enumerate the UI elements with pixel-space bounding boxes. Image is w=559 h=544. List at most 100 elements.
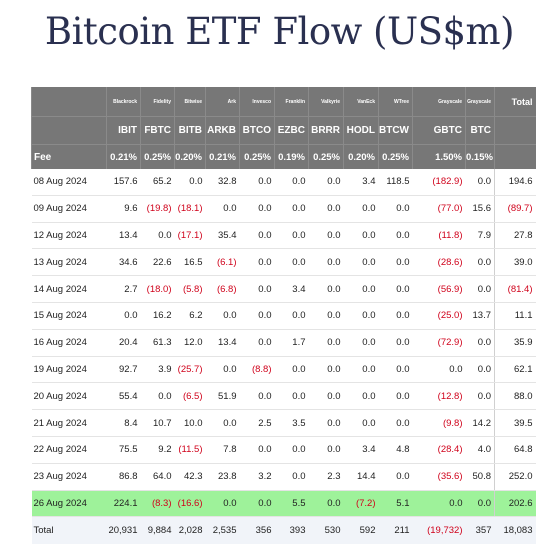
flow-value-cell: 51.9 [205,382,240,411]
flow-value-cell: 2.7 [106,275,141,303]
ticker-cell: GBTC [412,116,466,145]
flow-value-cell: 3.4 [343,169,379,196]
flow-value-cell: 7.9 [465,222,495,250]
ticker-cell: FBTC [140,116,175,145]
flow-value-cell: 34.6 [106,248,141,277]
flow-value-cell: 0.0 [343,382,379,411]
ticker-cell: BTC [465,116,495,145]
row-total-cell: 202.6 [494,490,536,518]
flow-value-cell: 20.4 [106,329,141,357]
flow-value-cell: 22.6 [140,248,175,277]
flow-value-cell: 15.6 [465,195,495,223]
flow-value-cell: 0.0 [465,329,495,357]
flow-value-cell: 0.0 [378,195,413,223]
flow-value-cell: 0.0 [239,248,275,277]
issuer-header-cell: WTree [378,87,413,117]
column-total-cell: 2,028 [174,516,206,544]
column-total-cell: 9,884 [140,516,175,544]
flow-value-cell: 2.3 [308,463,344,491]
date-cell: 12 Aug 2024 [31,222,107,250]
flow-value-cell: 0.0 [378,329,413,357]
flow-value-cell: (7.2) [343,490,379,518]
issuer-header-cell: Fidelity [140,87,175,117]
flow-value-cell: 0.0 [239,195,275,223]
row-total-cell: 11.1 [494,302,536,330]
flow-value-cell: (12.8) [412,382,466,411]
ticker-cell: BTCO [239,116,275,145]
flow-value-cell: 42.3 [174,463,206,491]
flow-value-cell: 5.1 [378,490,413,518]
flow-value-cell: 0.0 [465,490,495,518]
flow-value-cell: (28.6) [412,248,466,277]
flow-value-cell: 0.0 [205,302,240,330]
flow-value-cell: 3.2 [239,463,275,491]
flow-value-cell: (19.8) [140,195,175,223]
fee-cell: 0.25% [308,144,344,169]
ticker-cell: HODL [343,116,379,145]
flow-row: 19 Aug 2024 92.7 3.9 (25.7) 0.0 (8.8) 0.0 0.0 0.… [31,356,536,384]
ticker-cell: BITB [174,116,206,145]
flow-value-cell: 0.0 [343,409,379,437]
issuer-header-cell: Franklin [274,87,309,117]
flow-row: 12 Aug 2024 13.4 0.0 (17.1) 35.4 0.0 0.0 0.0 0.0… [31,222,536,250]
date-cell: 19 Aug 2024 [31,356,107,384]
row-total-cell: (89.7) [494,195,536,223]
date-cell: 26 Aug 2024 [31,490,107,518]
flow-value-cell: 0.0 [308,356,344,384]
date-cell: 23 Aug 2024 [31,463,107,491]
flow-value-cell: 0.0 [308,302,344,330]
column-total-cell: 20,931 [106,516,141,544]
flow-value-cell: (72.9) [412,329,466,357]
flow-value-cell: 86.8 [106,463,141,491]
flow-value-cell: 157.6 [106,169,141,196]
flow-value-cell: 0.0 [205,490,240,518]
flow-value-cell: 13.4 [106,222,141,250]
row-total-cell: 252.0 [494,463,536,491]
ticker-cell: IBIT [106,116,141,145]
flow-value-cell: 61.3 [140,329,175,357]
flow-value-cell: (8.8) [239,356,275,384]
total-header-cell: Total [494,87,536,117]
ticker-cell: EZBC [274,116,309,145]
flow-value-cell: 224.1 [106,490,141,518]
row-total-cell: 62.1 [494,356,536,384]
flow-value-cell: 0.0 [274,169,309,196]
flow-value-cell: 8.4 [106,409,141,437]
flow-value-cell: 23.8 [205,463,240,491]
flow-value-cell: 0.0 [308,409,344,437]
fee-cell: 0.20% [343,144,379,169]
flow-value-cell: 75.5 [106,436,141,464]
flow-value-cell: 0.0 [205,195,240,223]
issuer-header-cell: Grayscale [412,87,466,117]
fee-cell: 0.21% [205,144,240,169]
flow-value-cell: (25.7) [174,356,206,384]
flow-value-cell: 32.8 [205,169,240,196]
date-cell: 15 Aug 2024 [31,302,107,330]
totals-label-cell: Total [31,516,107,544]
flow-value-cell: 13.7 [465,302,495,330]
flow-value-cell: 1.7 [274,329,309,357]
flow-value-cell: 16.5 [174,248,206,277]
flow-value-cell: 16.2 [140,302,175,330]
flow-value-cell: 0.0 [343,222,379,250]
flow-value-cell: 0.0 [274,382,309,411]
flow-value-cell: (9.8) [412,409,466,437]
row-total-cell: 27.8 [494,222,536,250]
flow-value-cell: (25.0) [412,302,466,330]
flow-value-cell: 0.0 [343,248,379,277]
flow-row: 16 Aug 2024 20.4 61.3 12.0 13.4 0.0 1.7 0.0 0.0 0… [31,329,536,357]
column-total-cell: 530 [308,516,344,544]
flow-value-cell: 0.0 [205,409,240,437]
flow-value-cell: (11.8) [412,222,466,250]
issuer-header-cell: Blackrock [106,87,141,117]
flow-value-cell: 0.0 [239,436,275,464]
flow-value-cell: 0.0 [274,302,309,330]
flow-value-cell: 3.4 [274,275,309,303]
flow-value-cell: 0.0 [174,169,206,196]
ticker-cell: ARKB [205,116,240,145]
fee-cell: 0.20% [174,144,206,169]
flow-value-cell: 0.0 [343,302,379,330]
flow-value-cell: (18.1) [174,195,206,223]
flow-row: 08 Aug 2024 157.6 65.2 0.0 32.8 0.0 0.0 0.0 3.4 1… [31,169,536,196]
issuer-header-cell: Invesco [239,87,275,117]
